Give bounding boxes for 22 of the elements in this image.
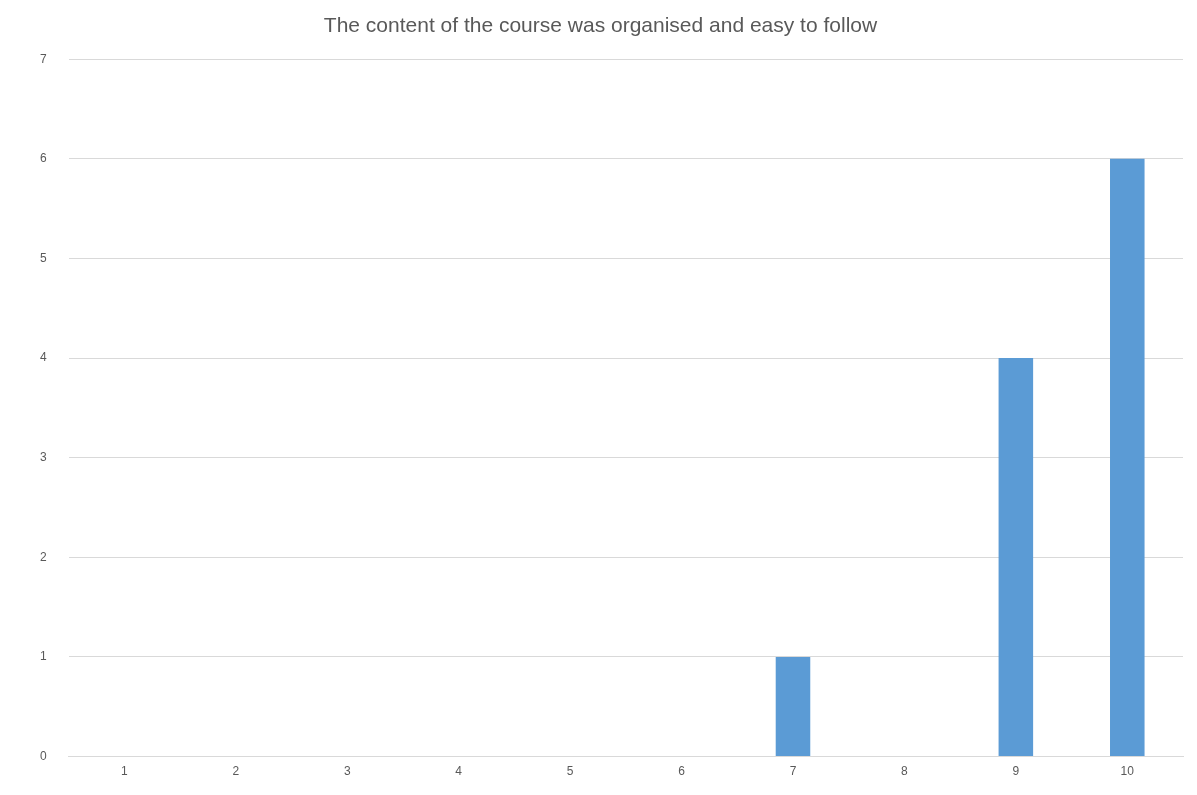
x-tick-label: 1 <box>121 764 129 779</box>
y-tick-label: 7 <box>39 51 47 66</box>
x-tick-label: 3 <box>343 764 351 779</box>
x-tick-label: 6 <box>678 764 686 779</box>
bar <box>998 358 1034 757</box>
x-tick-label: 10 <box>1120 764 1135 779</box>
y-tick-label: 6 <box>39 151 47 166</box>
x-tick-label: 9 <box>1012 764 1020 779</box>
chart-title: The content of the course was organised and easy to follow <box>323 13 878 37</box>
y-tick-label: 5 <box>39 250 47 265</box>
x-tick-label: 7 <box>789 764 797 779</box>
bar <box>1110 158 1145 757</box>
y-tick-label: 0 <box>39 748 47 763</box>
bar <box>775 656 811 757</box>
x-tick-label: 5 <box>566 764 574 779</box>
y-tick-label: 3 <box>39 450 47 465</box>
x-tick-label: 2 <box>232 764 240 779</box>
x-tick-label: 4 <box>455 764 463 779</box>
x-tick-label: 8 <box>901 764 909 779</box>
y-tick-label: 4 <box>39 350 47 365</box>
y-tick-label: 2 <box>39 549 47 564</box>
y-tick-label: 1 <box>39 649 47 664</box>
